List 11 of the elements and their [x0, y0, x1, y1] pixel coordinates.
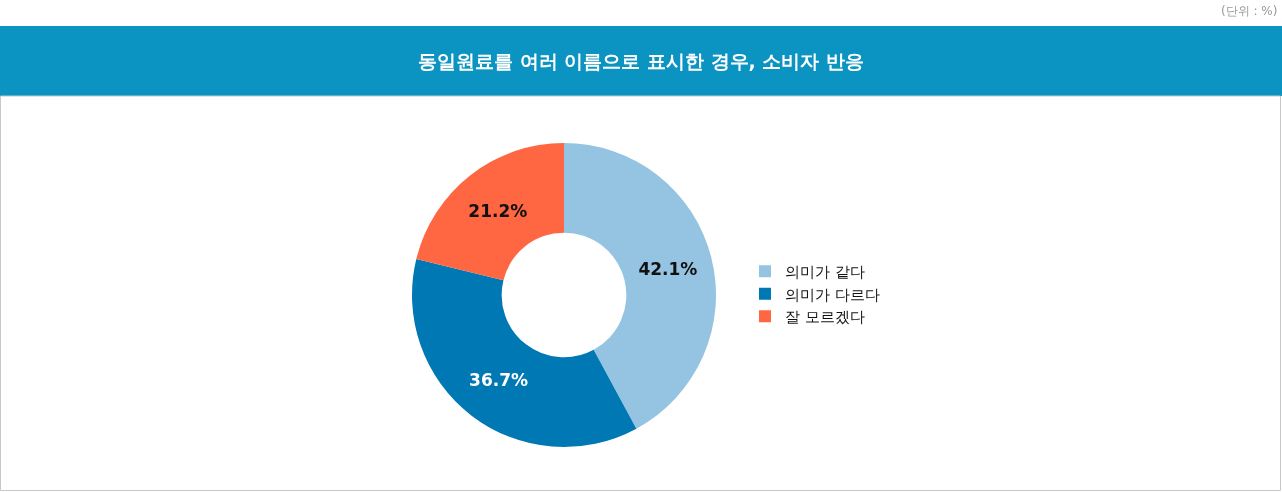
legend-label: 잘 모르겠다: [785, 308, 865, 327]
chart-title: 동일원료를 여러 이름으로 표시한 경우, 소비자 반응: [418, 49, 864, 72]
donut-slice: [412, 259, 637, 447]
legend-label: 의미가 다르다: [785, 285, 880, 304]
text: (단위 : %): [1221, 4, 1278, 18]
donut-slice: [564, 143, 716, 429]
legend-label: 의미가 같다: [785, 263, 865, 282]
data-label: 21.2%: [468, 200, 528, 221]
donut-slice: [416, 143, 564, 281]
data-label: 42.1%: [638, 258, 698, 279]
data-label: 36.7%: [469, 369, 529, 390]
